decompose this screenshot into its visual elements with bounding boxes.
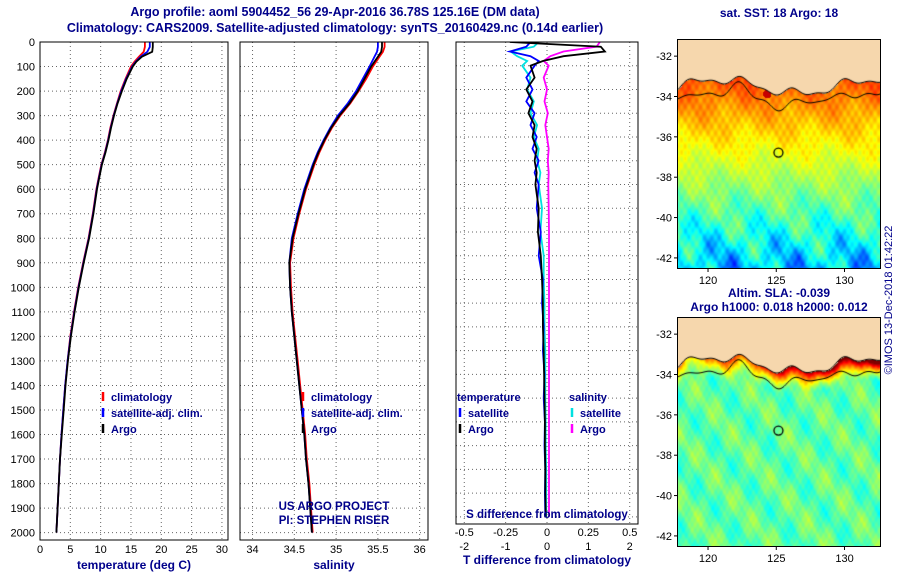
depth-tick-label: 900	[17, 258, 35, 270]
x-tick-label: 10	[95, 544, 107, 556]
map-y-tick-label: -34	[656, 91, 672, 103]
legend-label: satellite	[468, 408, 509, 420]
s-diff-tick-label: -0.5	[455, 527, 474, 539]
legend-label: Argo	[111, 424, 137, 436]
legend-header: temperature	[457, 392, 521, 404]
map-y-tick-label: -32	[656, 329, 672, 341]
x-tick-label: 36	[414, 544, 426, 556]
s-diff-tick-label: -0.25	[493, 527, 518, 539]
series-satellite_adj_clim	[288, 42, 379, 533]
legend-label: satellite-adj. clim.	[111, 408, 203, 420]
x-tick-label: 35.5	[367, 544, 388, 556]
series-climatology	[55, 42, 146, 533]
page-subtitle: Climatology: CARS2009. Satellite-adjuste…	[66, 21, 604, 35]
map-y-tick-label: -42	[656, 253, 672, 265]
series-s_argo	[542, 42, 601, 517]
depth-tick-label: 100	[17, 62, 35, 74]
project-annotation-line1: US ARGO PROJECT	[279, 501, 390, 513]
depth-tick-label: 700	[17, 209, 35, 221]
t-diff-axis-title: T difference from climatology	[463, 553, 631, 567]
map-y-tick-label: -32	[656, 51, 672, 63]
x-tick-label: 34.5	[284, 544, 305, 556]
depth-tick-label: 400	[17, 135, 35, 147]
depth-tick-label: 1000	[11, 282, 35, 294]
series-t_satellite	[506, 42, 547, 517]
s-diff-tick-label: 0.25	[578, 527, 599, 539]
legend-label: Argo	[468, 424, 494, 436]
page-title: Argo profile: aoml 5904452_56 29-Apr-201…	[130, 5, 540, 19]
x-tick-label: 20	[155, 544, 167, 556]
legend-label: satellite	[580, 408, 621, 420]
x-tick-label: 0	[37, 544, 43, 556]
x-tick-label: 35	[330, 544, 342, 556]
sla-stat-line2: Argo h1000: 0.018 h2000: 0.012	[690, 300, 868, 314]
sla-stat-line1: Altim. SLA: -0.039	[727, 286, 831, 300]
t-diff-tick-label: -1	[501, 541, 511, 553]
x-axis-title: salinity	[313, 558, 355, 572]
plot-frame	[455, 41, 639, 525]
s-diff-axis-title: S difference from climatology	[466, 509, 628, 521]
t-diff-tick-label: 2	[627, 541, 633, 553]
depth-tick-label: 500	[17, 160, 35, 172]
imos-watermark: ©IMOS 13-Dec-2018 01:42:22	[883, 225, 895, 375]
depth-tick-label: 800	[17, 233, 35, 245]
depth-tick-label: 300	[17, 111, 35, 123]
depth-tick-label: 600	[17, 184, 35, 196]
depth-tick-label: 1600	[11, 430, 35, 442]
map-y-tick-label: -38	[656, 172, 672, 184]
depth-tick-label: 1900	[11, 503, 35, 515]
plot-frame	[239, 41, 429, 541]
legend-label: Argo	[311, 424, 337, 436]
t-diff-tick-label: 1	[585, 541, 591, 553]
depth-tick-label: 0	[29, 37, 35, 49]
depth-tick-label: 1100	[11, 307, 35, 319]
map-x-tick-label: 130	[835, 553, 853, 565]
depth-tick-label: 1200	[11, 331, 35, 343]
map-x-tick-label: 125	[767, 553, 785, 565]
series-t_argo	[509, 42, 607, 517]
legend-header: salinity	[569, 392, 608, 404]
t-diff-tick-label: 0	[544, 541, 550, 553]
sst-map-image	[677, 39, 881, 269]
depth-tick-label: 1800	[11, 479, 35, 491]
series-climatology	[289, 42, 386, 533]
map-y-tick-label: -40	[656, 491, 672, 503]
legend-label: climatology	[111, 392, 173, 404]
map-y-tick-label: -36	[656, 132, 672, 144]
s-diff-tick-label: 0	[544, 527, 550, 539]
map-x-tick-label: 120	[699, 553, 717, 565]
legend-label: satellite-adj. clim.	[311, 408, 403, 420]
x-tick-label: 25	[185, 544, 197, 556]
depth-tick-label: 200	[17, 86, 35, 98]
map-y-tick-label: -36	[656, 410, 672, 422]
series-s_satellite	[508, 42, 548, 517]
x-tick-label: 34	[246, 544, 258, 556]
depth-tick-label: 2000	[11, 528, 35, 540]
x-tick-label: 15	[125, 544, 137, 556]
project-annotation-line2: PI: STEPHEN RISER	[279, 515, 390, 527]
series-argo	[288, 42, 383, 533]
sst-map-header: sat. SST: 18 Argo: 18	[719, 6, 839, 20]
map-y-tick-label: -38	[656, 450, 672, 462]
x-tick-label: 5	[67, 544, 73, 556]
sla-map-image	[677, 317, 881, 547]
x-tick-label: 30	[216, 544, 228, 556]
series-satellite_adj_clim	[55, 42, 151, 533]
legend-label: climatology	[311, 392, 373, 404]
depth-tick-label: 1700	[11, 454, 35, 466]
s-diff-tick-label: 0.5	[622, 527, 637, 539]
depth-tick-label: 1300	[11, 356, 35, 368]
series-argo	[55, 42, 154, 533]
map-y-tick-label: -42	[656, 531, 672, 543]
map-y-tick-label: -40	[656, 213, 672, 225]
map-y-tick-label: -34	[656, 369, 672, 381]
depth-tick-label: 1400	[11, 380, 35, 392]
t-diff-tick-label: -2	[459, 541, 469, 553]
x-axis-title: temperature (deg C)	[77, 558, 191, 572]
legend-label: Argo	[580, 424, 606, 436]
plot-frame	[39, 41, 229, 541]
depth-tick-label: 1500	[11, 405, 35, 417]
